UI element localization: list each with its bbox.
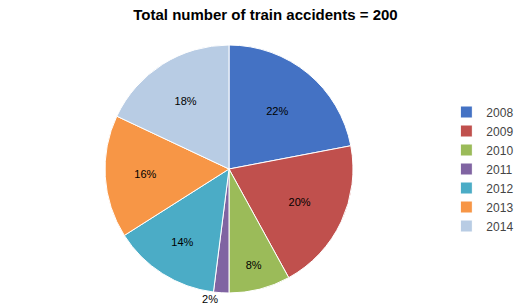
svg-text:2014: 2014 [486, 220, 513, 234]
svg-text:16%: 16% [134, 168, 156, 180]
svg-text:14%: 14% [171, 236, 193, 248]
svg-text:2009: 2009 [486, 125, 513, 139]
svg-text:2012: 2012 [486, 182, 513, 196]
svg-text:2008: 2008 [486, 106, 513, 120]
svg-text:20%: 20% [289, 196, 311, 208]
svg-text:22%: 22% [266, 105, 288, 117]
svg-text:2%: 2% [202, 293, 218, 305]
svg-text:2011: 2011 [486, 163, 512, 177]
svg-text:2013: 2013 [486, 201, 513, 215]
svg-text:18%: 18% [175, 95, 197, 107]
svg-text:2010: 2010 [486, 144, 513, 158]
svg-text:Total number of train accident: Total number of train accidents = 200 [133, 6, 397, 23]
svg-text:8%: 8% [246, 259, 262, 271]
